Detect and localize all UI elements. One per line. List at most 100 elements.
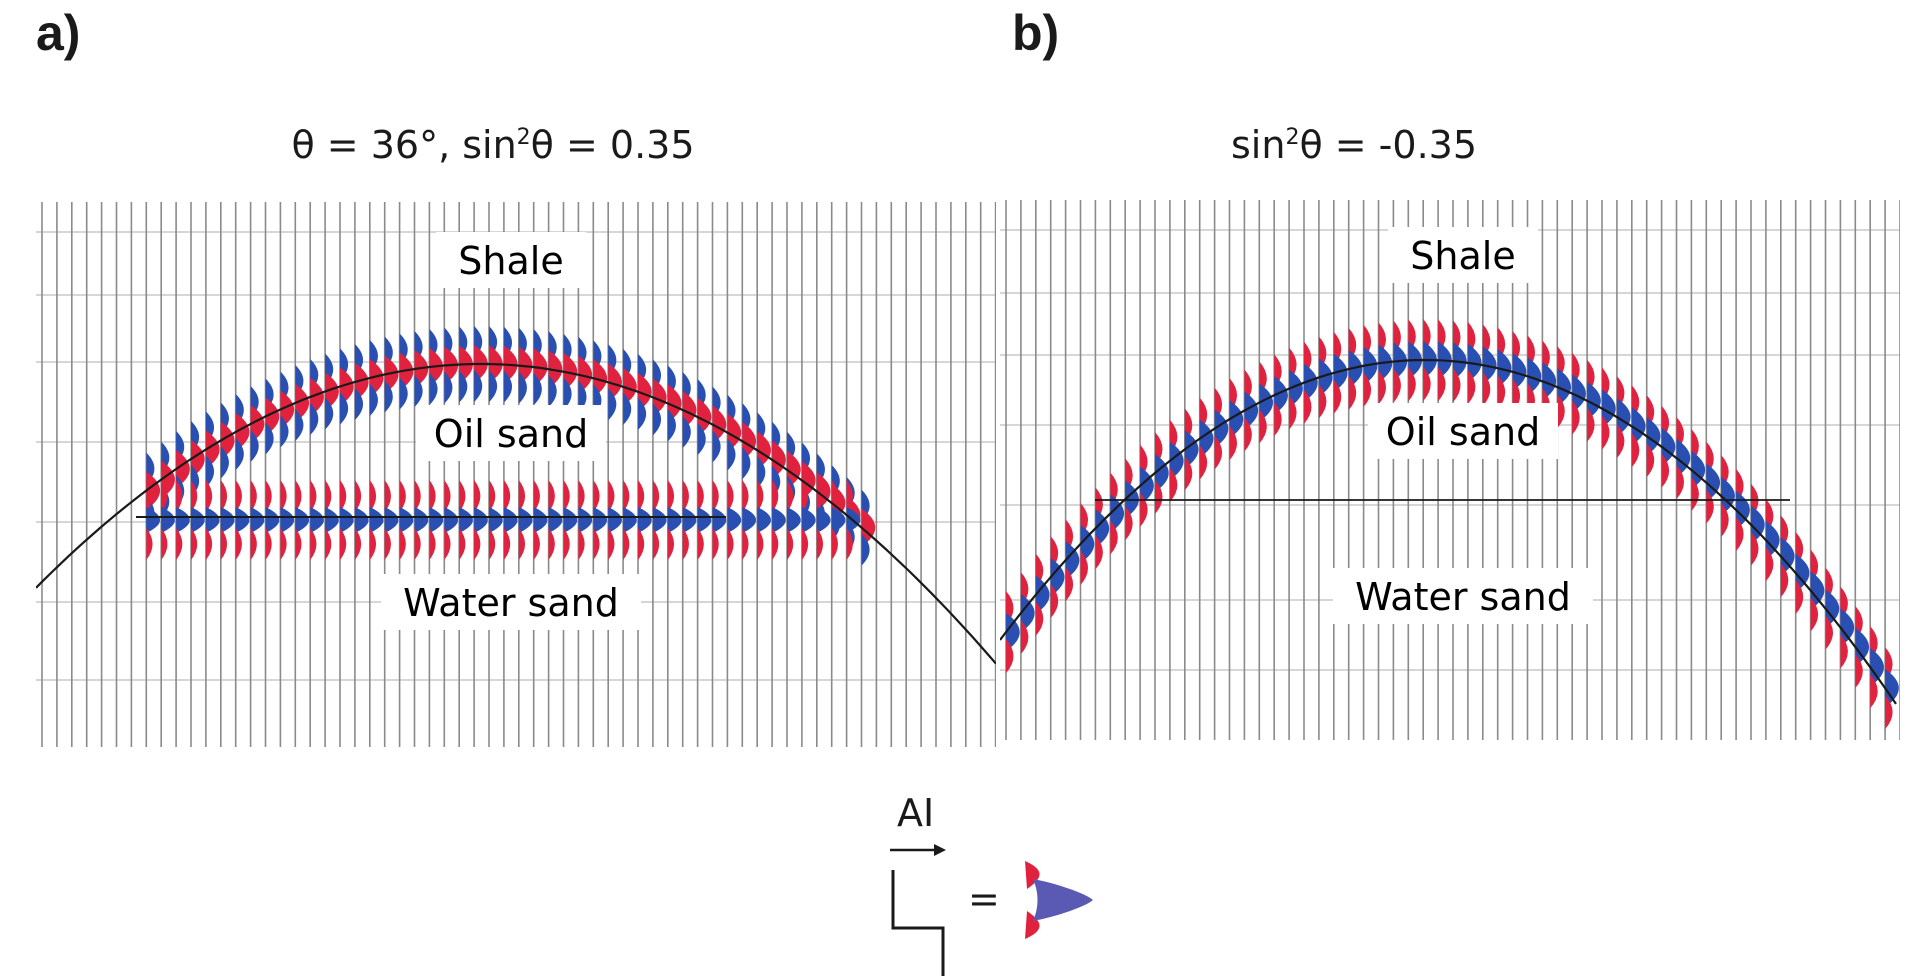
red-sidelobe (1244, 417, 1252, 452)
red-sidelobe (1661, 453, 1670, 488)
blue-peak (1840, 608, 1855, 647)
blue-peak (503, 507, 518, 533)
blue-peak (578, 507, 593, 533)
panel-a-watersand-label: Water sand (403, 581, 619, 625)
red-sidelobe (205, 480, 213, 512)
red-sidelobe (235, 528, 242, 560)
red-trough (176, 450, 190, 489)
blue-sidelobe (340, 392, 349, 425)
red-sidelobe (1855, 653, 1863, 688)
red-sidelobe (1214, 435, 1223, 470)
red-sidelobe (682, 528, 689, 560)
blue-peak (1631, 407, 1646, 446)
red-trough (787, 450, 801, 489)
blue-peak (340, 507, 354, 533)
blue-sidelobe (354, 387, 364, 420)
red-sidelobe (801, 480, 809, 512)
blue-peak (697, 507, 712, 533)
legend-red-lobe (1025, 911, 1040, 939)
panel-a-title-sup: 2 (516, 125, 531, 150)
red-sidelobe (1616, 424, 1625, 459)
red-sidelobe (1780, 563, 1789, 598)
blue-peak (325, 507, 339, 533)
blue-peak (1244, 391, 1259, 430)
panel-b-labels: Shale Oil sand Water sand (1333, 227, 1593, 624)
blue-peak (1572, 374, 1586, 413)
panel-a-label: a) (36, 5, 81, 61)
blue-peak (1333, 353, 1348, 392)
red-sidelobe (459, 528, 466, 560)
red-sidelobe (757, 480, 764, 512)
red-sidelobe (1691, 477, 1699, 512)
blue-sidelobe (727, 438, 736, 471)
blue-sidelobe (280, 415, 289, 448)
blue-sidelobe (861, 533, 870, 566)
red-trough (548, 350, 563, 389)
red-sidelobe (176, 480, 183, 512)
blue-peak (310, 507, 324, 533)
blue-sidelobe (399, 377, 408, 410)
blue-sidelobe (295, 408, 304, 441)
blue-sidelobe (608, 388, 617, 421)
red-sidelobe (697, 528, 704, 560)
blue-peak (548, 507, 563, 533)
red-sidelobe (265, 480, 272, 512)
blue-peak (712, 507, 727, 533)
red-sidelobe (623, 528, 630, 560)
red-sidelobe (1438, 367, 1446, 402)
blue-sidelobe (444, 371, 453, 404)
red-sidelobe (474, 528, 481, 560)
red-sidelobe (459, 480, 466, 512)
red-sidelobe (220, 528, 228, 560)
red-trough (712, 405, 727, 444)
red-sidelobe (354, 480, 362, 512)
red-sidelobe (399, 480, 406, 512)
red-sidelobe (1736, 517, 1744, 552)
red-sidelobe (503, 480, 511, 512)
red-sidelobe (176, 528, 183, 560)
blue-peak (1259, 383, 1274, 422)
panel-b-shale-label: Shale (1410, 234, 1515, 278)
blue-peak (1006, 613, 1020, 652)
blue-peak (250, 507, 265, 533)
red-sidelobe (384, 528, 391, 560)
blue-peak (533, 507, 548, 533)
red-sidelobe (578, 480, 585, 512)
panel-b-title-pre: sin (1230, 123, 1286, 167)
blue-peak (1274, 376, 1288, 415)
panel-b-grid (1000, 200, 1900, 740)
red-sidelobe (220, 480, 228, 512)
blue-peak (191, 507, 205, 533)
red-sidelobe (1765, 547, 1774, 582)
red-sidelobe (474, 480, 481, 512)
blue-sidelobe (325, 397, 334, 430)
blue-sidelobe (414, 374, 423, 407)
blue-peak (593, 507, 608, 533)
red-sidelobe (1721, 502, 1729, 537)
red-sidelobe (265, 528, 272, 560)
red-sidelobe (682, 480, 689, 512)
red-sidelobe (1870, 674, 1878, 709)
blue-peak (444, 507, 459, 533)
blue-peak (1020, 594, 1035, 633)
blue-peak (1795, 553, 1810, 592)
blue-peak (399, 507, 414, 533)
red-sidelobe (1229, 426, 1237, 461)
panel-a-title: θ = 36°, sin2θ = 0.35 (291, 126, 694, 164)
blue-sidelobe (623, 392, 632, 425)
red-sidelobe (846, 528, 853, 560)
blue-peak (384, 507, 399, 533)
red-sidelobe (772, 528, 779, 560)
panel-a-labels: Shale Oil sand Water sand (381, 232, 641, 630)
blue-peak (1557, 368, 1572, 407)
blue-peak (1363, 346, 1378, 385)
red-sidelobe (354, 528, 362, 560)
blue-sidelobe (384, 380, 393, 413)
red-sidelobe (846, 480, 853, 512)
blue-peak (816, 507, 831, 533)
blue-peak (1318, 358, 1333, 397)
red-sidelobe (503, 528, 511, 560)
red-trough (638, 372, 652, 411)
red-sidelobe (563, 480, 570, 512)
red-sidelobe (1035, 601, 1044, 636)
